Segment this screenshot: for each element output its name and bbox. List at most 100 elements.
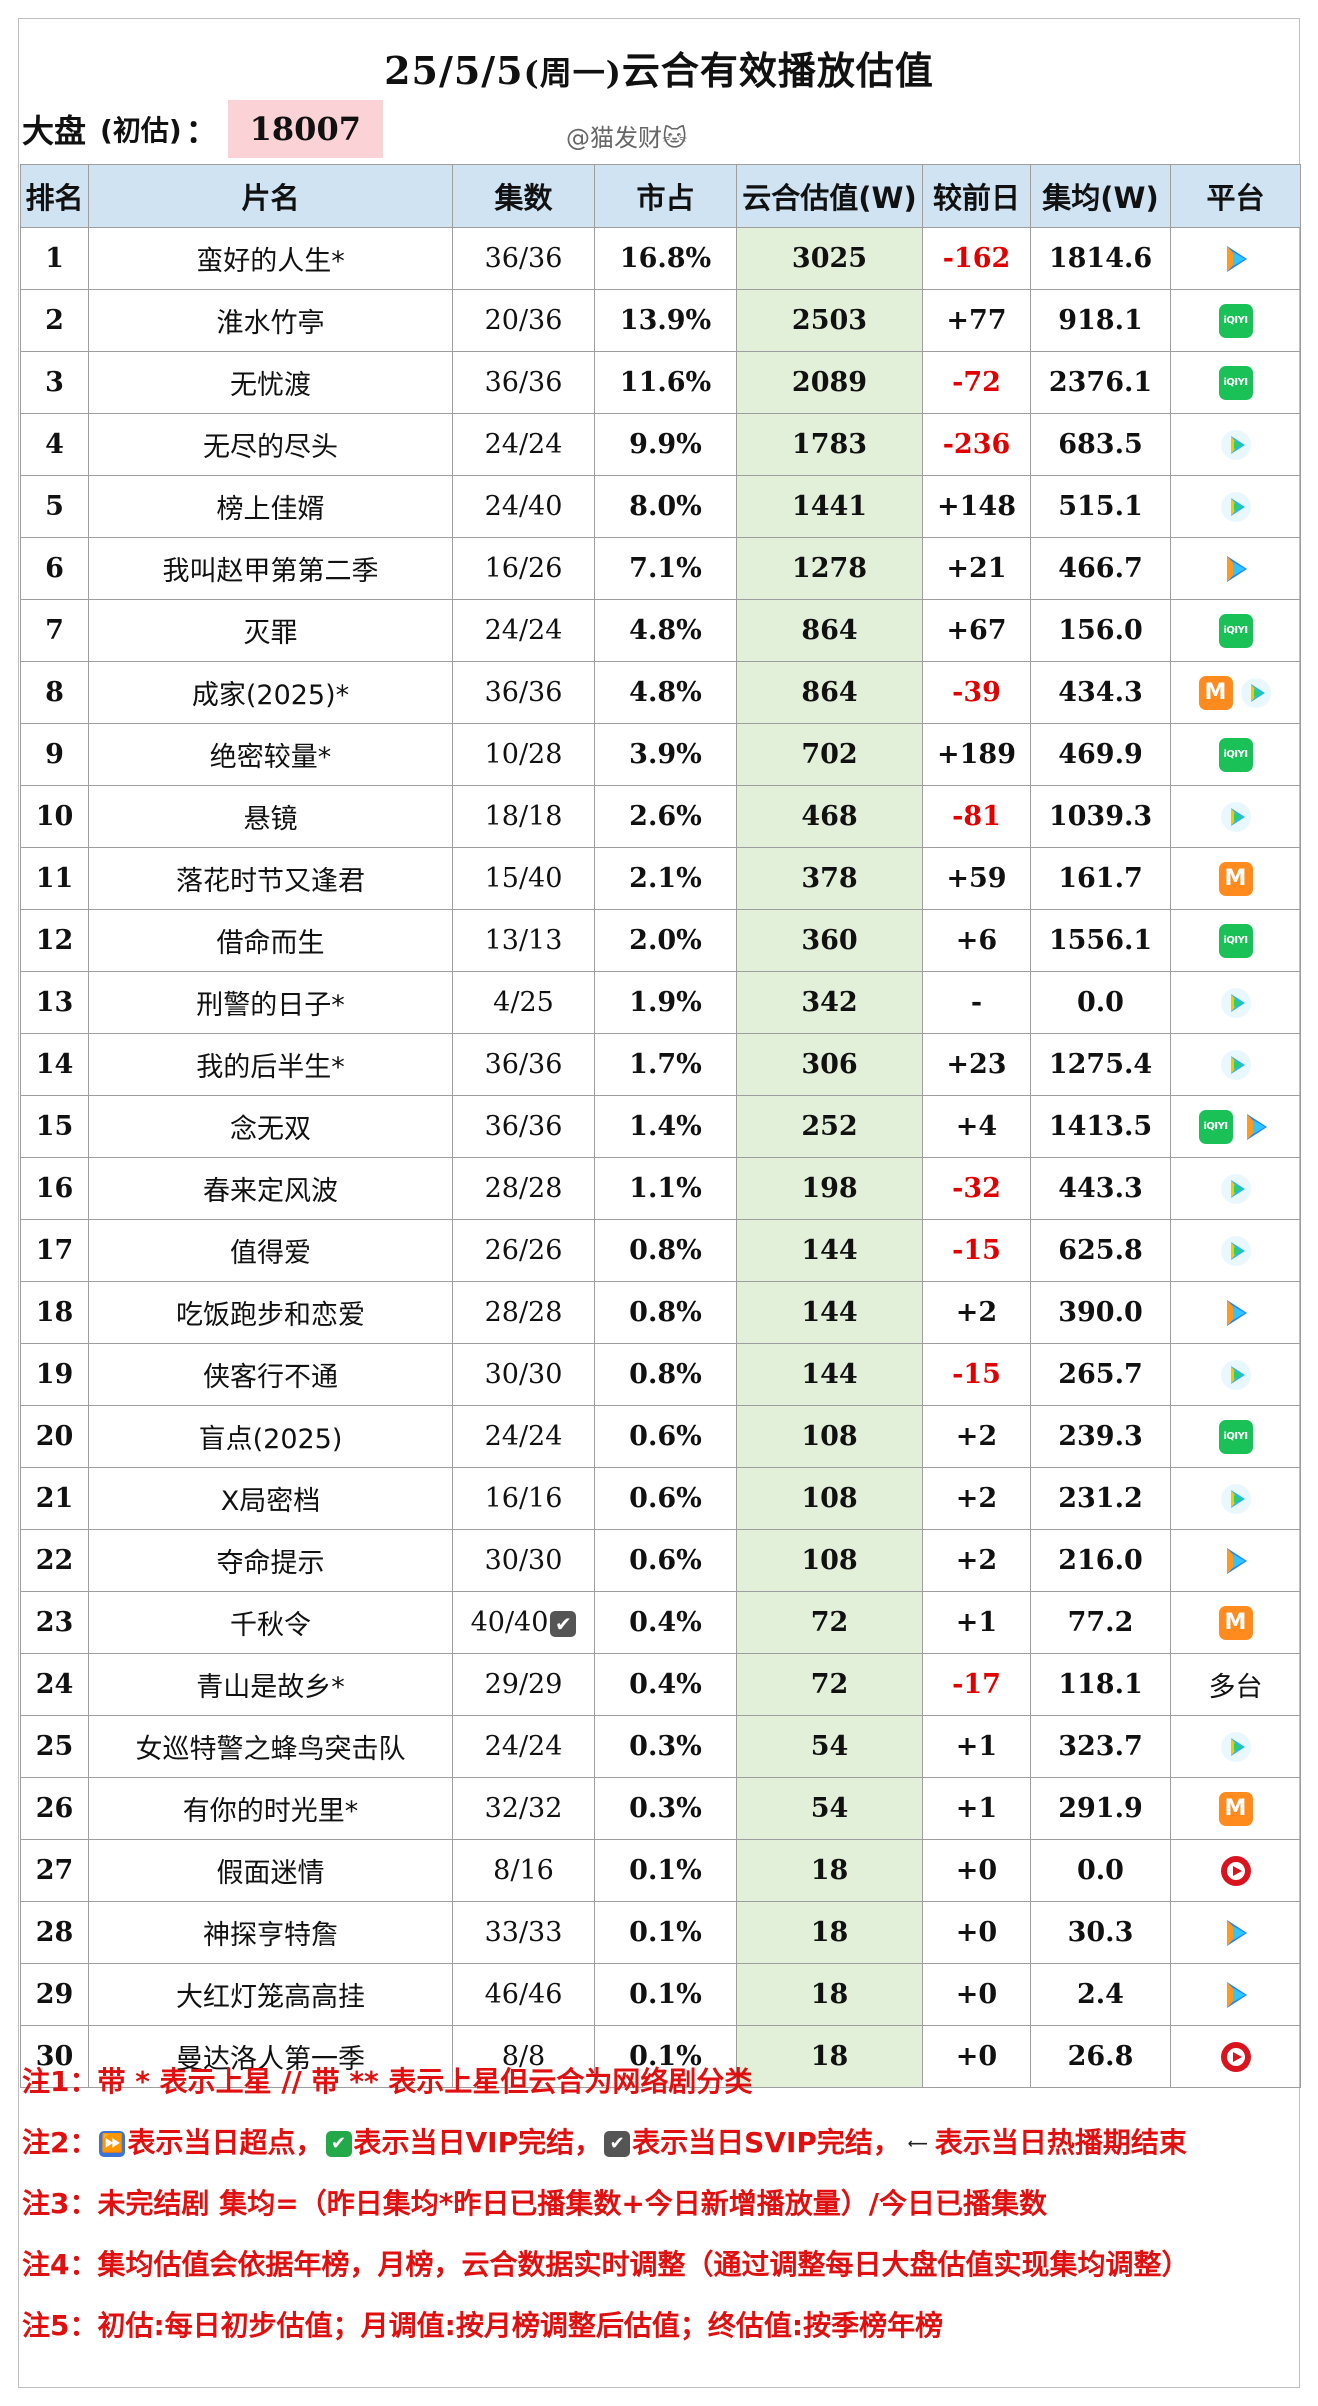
col-header-rank: 排名 [20, 164, 89, 228]
title-cell-text: 吃饭跑步和恋爱 [176, 1300, 365, 1331]
share-cell-text: 0.4% [629, 1607, 702, 1638]
change-cell: -72 [922, 351, 1031, 414]
title-cell: 有你的时光里* [88, 1777, 453, 1840]
estimate-cell-text: 1441 [791, 491, 868, 522]
platform-text: 多台 [1208, 1672, 1263, 1703]
estimate-cell: 108 [736, 1405, 923, 1468]
share-cell-text: 0.3% [629, 1793, 702, 1824]
change-cell: +2 [922, 1529, 1031, 1592]
avg-cell-text: 30.3 [1067, 1917, 1134, 1948]
rank-cell: 2 [20, 289, 89, 352]
change-cell-text: +4 [955, 1111, 998, 1142]
change-cell: +21 [922, 537, 1031, 600]
tencent-video-icon [1219, 1296, 1253, 1330]
title-cell: 淮水竹亭 [88, 289, 453, 352]
rank-cell: 14 [20, 1033, 89, 1096]
note-5: 注5：初估:每日初步估值；月调值:按月榜调整后估值；终估值:按季榜年榜 [22, 2309, 944, 2342]
iqiyi-icon: iQIYI [1198, 1109, 1233, 1144]
market-total-note: (初估) [100, 114, 182, 147]
episodes-cell: 36/36 [452, 1095, 595, 1158]
avg-cell-text: 1039.3 [1048, 801, 1153, 832]
avg-cell-text: 323.7 [1058, 1731, 1143, 1762]
estimate-cell: 54 [736, 1777, 923, 1840]
platform-cell: iQIYI [1170, 351, 1301, 414]
estimate-cell: 18 [736, 1963, 923, 2026]
title-cell: 值得爱 [88, 1219, 453, 1282]
share-cell: 0.1% [594, 2025, 737, 2088]
episodes-cell-text: 46/46 [484, 1979, 563, 2010]
change-cell-text: +67 [946, 615, 1007, 646]
share-cell: 0.1% [594, 1963, 737, 2026]
estimate-cell: 306 [736, 1033, 923, 1096]
change-cell: +67 [922, 599, 1031, 662]
table-header-row: 排名 片名 集数 市占 云合估值(W) 较前日 集均(W) 平台 [20, 164, 1301, 228]
platform-cell [1170, 1343, 1301, 1406]
rank-cell-text: 26 [35, 1793, 74, 1824]
share-cell: 1.1% [594, 1157, 737, 1220]
estimate-cell-text: 54 [810, 1793, 849, 1824]
estimate-cell-text: 144 [801, 1235, 858, 1266]
episodes-cell-text: 30/30 [484, 1545, 563, 1576]
share-cell-text: 9.9% [629, 429, 702, 460]
episodes-cell-text: 24/24 [484, 615, 563, 646]
rank-cell-text: 5 [45, 491, 64, 522]
platform-cell: iQIYI [1170, 599, 1301, 662]
change-cell-text: +0 [955, 1979, 998, 2010]
title-cell: 神探亨特詹 [88, 1901, 453, 1964]
episodes-cell-text: 33/33 [484, 1917, 563, 1948]
rank-cell-text: 12 [35, 925, 74, 956]
note-4: 注4：集均估值会依据年榜，月榜，云合数据实时调整（通过调整每日大盘估值实现集均调… [22, 2248, 1190, 2281]
youku-icon [1219, 428, 1253, 462]
episodes-cell: 18/18 [452, 785, 595, 848]
share-cell-text: 0.6% [629, 1421, 702, 1452]
episodes-cell: 24/24 [452, 1405, 595, 1468]
share-cell: 0.1% [594, 1901, 737, 1964]
estimate-cell: 378 [736, 847, 923, 910]
estimate-cell: 2089 [736, 351, 923, 414]
estimate-cell-text: 2503 [791, 305, 868, 336]
episodes-cell: 15/40 [452, 847, 595, 910]
share-cell: 0.1% [594, 1839, 737, 1902]
title-cell: 成家(2025)* [88, 661, 453, 724]
change-cell: -15 [922, 1343, 1031, 1406]
title-cell: 念无双 [88, 1095, 453, 1158]
youku-icon [1219, 800, 1253, 834]
rank-cell-text: 3 [45, 367, 64, 398]
estimate-cell-text: 1783 [791, 429, 868, 460]
change-cell: +2 [922, 1281, 1031, 1344]
svip-complete-check-icon: ✔ [550, 1610, 577, 1637]
estimate-cell-text: 378 [801, 863, 858, 894]
estimate-cell-text: 18 [810, 1979, 849, 2010]
table-row: 1 蛮好的人生* 36/36 16.8% 3025 -162 1814.6 [20, 227, 1301, 290]
change-cell: +1 [922, 1777, 1031, 1840]
rank-cell-text: 8 [45, 677, 64, 708]
estimate-cell-text: 108 [801, 1483, 858, 1514]
title-cell: X局密档 [88, 1467, 453, 1530]
table-row: 28 神探亨特詹 33/33 0.1% 18 +0 30.3 [20, 1901, 1301, 1964]
title-cell: 蛮好的人生* [88, 227, 453, 290]
rank-cell: 22 [20, 1529, 89, 1592]
share-cell: 0.6% [594, 1405, 737, 1468]
rank-cell-text: 7 [45, 615, 64, 646]
avg-cell-text: 265.7 [1058, 1359, 1143, 1390]
change-cell: +2 [922, 1467, 1031, 1530]
table-row: 3 无忧渡 36/36 11.6% 2089 -72 2376.1 iQIYI [20, 351, 1301, 414]
rank-cell: 4 [20, 413, 89, 476]
table-row: 15 念无双 36/36 1.4% 252 +4 1413.5 iQIYI [20, 1095, 1301, 1158]
change-cell-text: -81 [952, 801, 1001, 832]
change-cell-text: -236 [942, 429, 1011, 460]
share-cell-text: 2.1% [629, 863, 702, 894]
title-cell-text: 淮水竹亭 [216, 308, 325, 339]
estimate-cell-text: 342 [801, 987, 858, 1018]
avg-cell: 443.3 [1030, 1157, 1171, 1220]
change-cell: -162 [922, 227, 1031, 290]
title-cell-text: 灭罪 [243, 618, 298, 649]
avg-cell-text: 515.1 [1058, 491, 1143, 522]
episodes-cell: 33/33 [452, 1901, 595, 1964]
rank-cell: 9 [20, 723, 89, 786]
check-green-icon: ✔ [325, 2131, 352, 2157]
rank-cell-text: 22 [35, 1545, 74, 1576]
rank-cell-text: 13 [35, 987, 74, 1018]
rank-cell: 26 [20, 1777, 89, 1840]
share-cell: 4.8% [594, 599, 737, 662]
